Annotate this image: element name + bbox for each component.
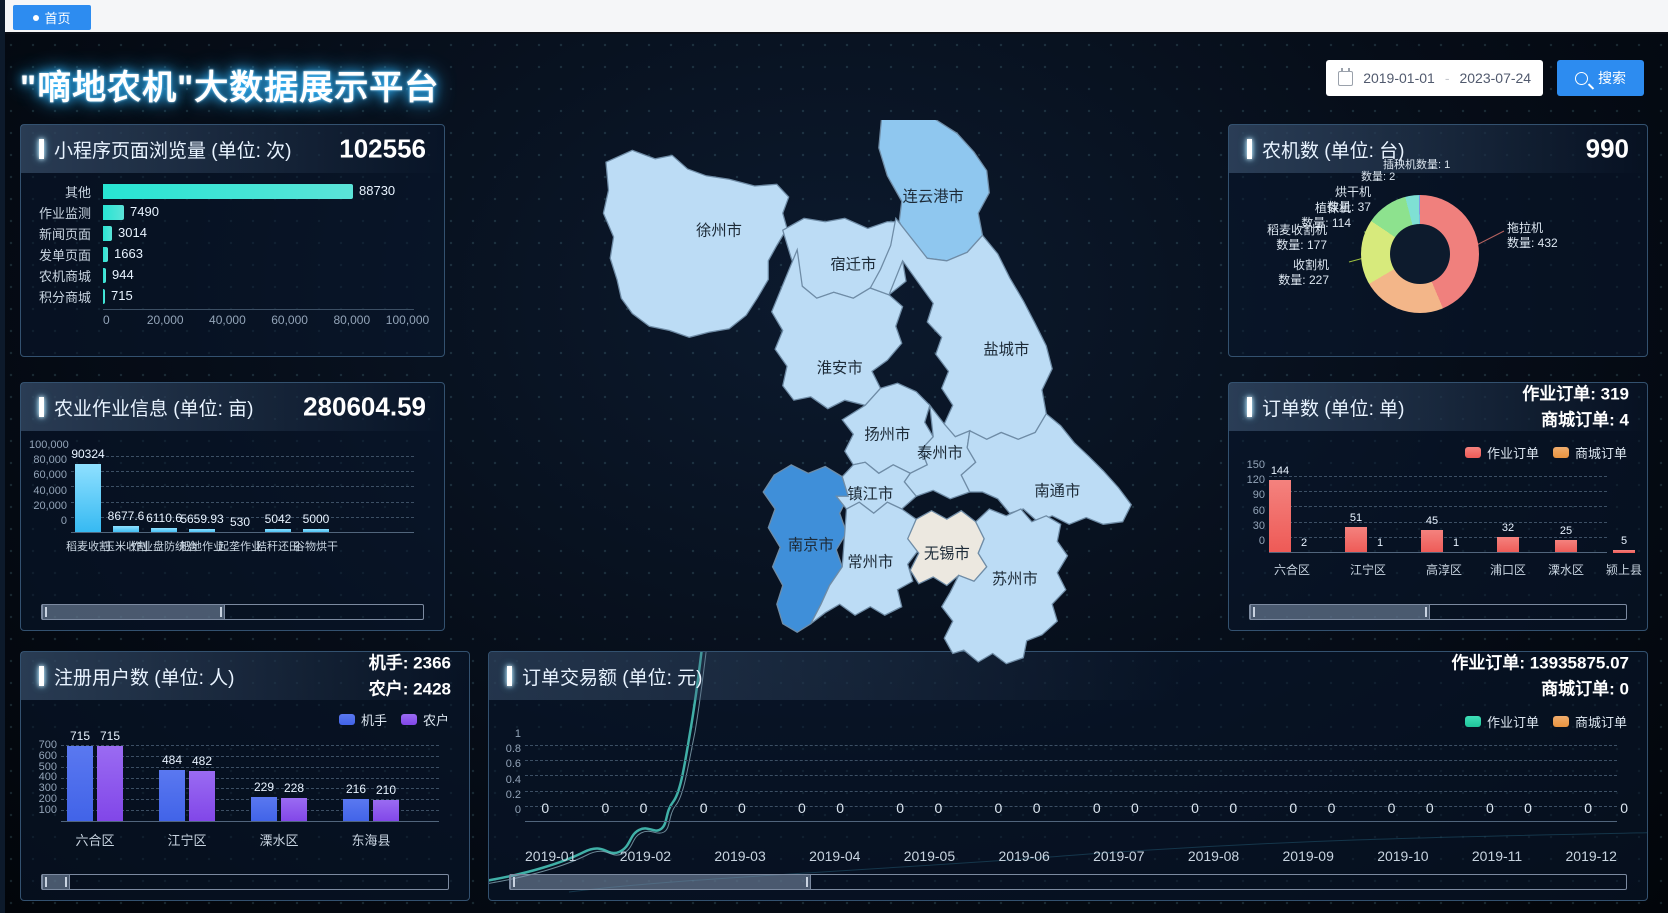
svg-text:无锡市: 无锡市: [924, 545, 970, 562]
svg-text:连云港市: 连云港市: [903, 188, 964, 205]
svg-text:南京市: 南京市: [788, 537, 834, 554]
svg-text:南通市: 南通市: [1034, 483, 1080, 500]
svg-text:常州市: 常州市: [847, 554, 893, 571]
svg-text:扬州市: 扬州市: [864, 426, 910, 443]
svg-text:泰州市: 泰州市: [917, 445, 963, 462]
svg-text:淮安市: 淮安市: [817, 360, 863, 377]
svg-text:盐城市: 盐城市: [983, 341, 1029, 358]
svg-text:苏州市: 苏州市: [992, 571, 1038, 588]
svg-text:徐州市: 徐州市: [696, 222, 742, 239]
svg-text:镇江市: 镇江市: [847, 485, 893, 503]
svg-text:宿迁市: 宿迁市: [830, 256, 876, 273]
